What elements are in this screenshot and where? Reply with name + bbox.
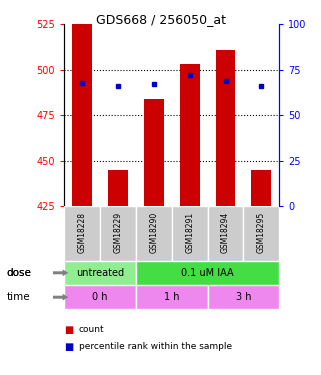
Bar bbox=[251, 170, 271, 206]
Text: 0 h: 0 h bbox=[92, 292, 108, 302]
Text: count: count bbox=[79, 326, 104, 334]
Text: 1 h: 1 h bbox=[164, 292, 179, 302]
Bar bbox=[136, 261, 279, 285]
Bar bbox=[172, 206, 208, 261]
Bar bbox=[180, 64, 200, 206]
Bar bbox=[100, 206, 136, 261]
Bar bbox=[216, 50, 235, 206]
Bar bbox=[72, 24, 92, 206]
Text: time: time bbox=[6, 292, 30, 302]
Text: ■: ■ bbox=[64, 342, 74, 352]
Bar bbox=[144, 99, 164, 206]
Bar bbox=[243, 206, 279, 261]
Bar bbox=[136, 206, 172, 261]
Text: GDS668 / 256050_at: GDS668 / 256050_at bbox=[96, 13, 225, 26]
Text: 0.1 uM IAA: 0.1 uM IAA bbox=[181, 268, 234, 278]
Bar bbox=[64, 206, 100, 261]
Text: GSM18229: GSM18229 bbox=[113, 212, 123, 253]
Text: GSM18290: GSM18290 bbox=[149, 212, 158, 253]
Text: GSM18294: GSM18294 bbox=[221, 212, 230, 253]
Bar bbox=[208, 206, 243, 261]
Text: GSM18228: GSM18228 bbox=[78, 212, 87, 253]
Text: dose: dose bbox=[6, 268, 31, 278]
Text: untreated: untreated bbox=[76, 268, 124, 278]
Text: GSM18291: GSM18291 bbox=[185, 212, 194, 253]
Bar bbox=[64, 261, 136, 285]
Bar bbox=[136, 285, 208, 309]
Text: ■: ■ bbox=[64, 325, 74, 335]
Bar bbox=[64, 285, 136, 309]
Text: percentile rank within the sample: percentile rank within the sample bbox=[79, 342, 232, 351]
Bar bbox=[108, 170, 128, 206]
Text: dose: dose bbox=[6, 268, 31, 278]
Bar bbox=[208, 285, 279, 309]
Text: 3 h: 3 h bbox=[236, 292, 251, 302]
Text: GSM18295: GSM18295 bbox=[257, 212, 266, 253]
